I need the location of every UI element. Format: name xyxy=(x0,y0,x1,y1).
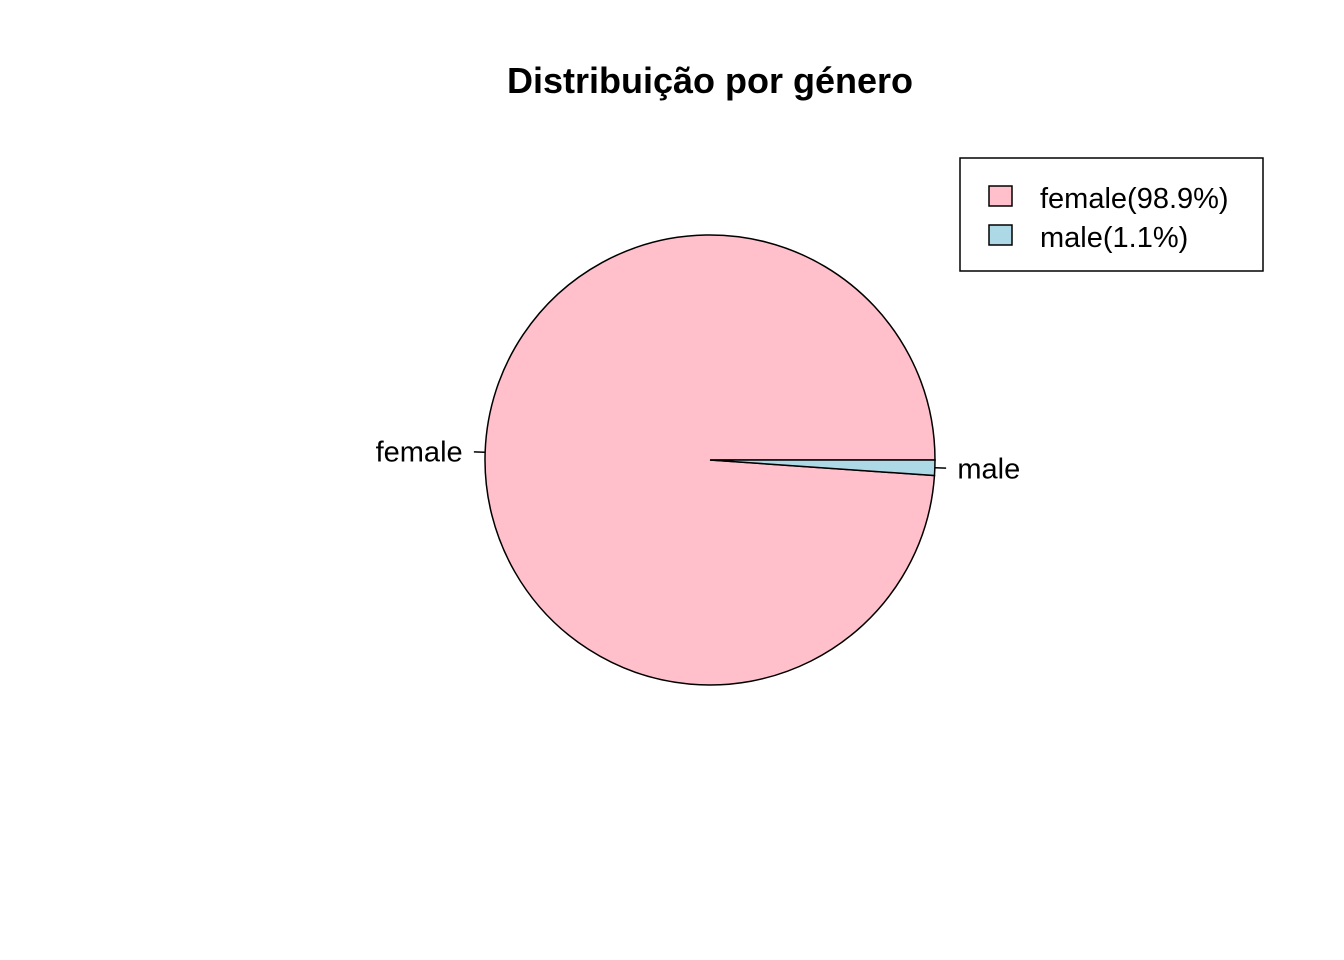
legend-box xyxy=(959,157,1264,272)
chart-title: Distribuição por género xyxy=(507,60,913,101)
pie-slice-labels: female male xyxy=(376,436,1021,485)
legend-entry-female: female(98.9%) xyxy=(1040,183,1229,215)
legend-entry-male: male(1.1%) xyxy=(1040,222,1188,254)
pie-slices xyxy=(484,234,936,686)
legend-swatch-male xyxy=(988,224,1013,246)
pie-slice-male xyxy=(709,459,936,477)
legend-swatch-female xyxy=(988,185,1013,207)
pie-label-male: male xyxy=(957,454,1020,486)
pie-label-female: female xyxy=(376,436,463,468)
legend: female(98.9%) male(1.1%) xyxy=(959,157,1264,272)
